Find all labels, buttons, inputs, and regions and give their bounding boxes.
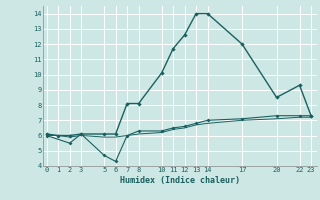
X-axis label: Humidex (Indice chaleur): Humidex (Indice chaleur): [120, 176, 240, 185]
